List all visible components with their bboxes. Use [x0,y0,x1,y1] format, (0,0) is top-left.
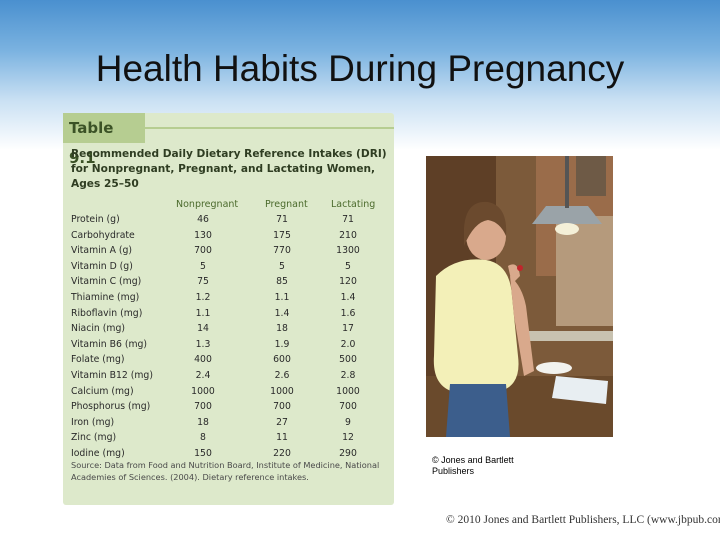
table-row: Vitamin D (g) 5 5 5 [71,261,389,277]
table-row: Vitamin B12 (mg) 2.4 2.6 2.8 [71,370,389,386]
nonpregnant-value: 75 [197,276,209,288]
nutrient-name: Iodine (mg) [71,447,125,459]
lactating-value: 2.0 [340,338,356,350]
table-row: Carbohydrate 130 175 210 [71,230,389,246]
nonpregnant-value: 5 [200,260,206,272]
table-heading: Recommended Daily Dietary Reference Inta… [71,148,387,190]
nonpregnant-value: 1.3 [195,338,211,350]
lactating-value: 17 [342,323,354,335]
nonpregnant-value: 150 [194,447,212,459]
table-row: Phosphorus (mg) 700 700 700 [71,401,389,417]
nutrient-name: Vitamin D (g) [71,260,133,272]
pregnant-value: 220 [273,447,291,459]
lactating-value: 210 [339,229,357,241]
nutrient-name: Vitamin B6 (mg) [71,338,148,350]
nutrient-name: Vitamin A (g) [71,245,133,257]
lactating-value: 290 [339,447,357,459]
lactating-value: 1.4 [340,291,356,303]
column-header-pregnant: Pregnant [265,199,308,210]
lactating-value: 1300 [336,245,360,257]
lactating-value: 9 [345,416,351,428]
nonpregnant-value: 130 [194,229,212,241]
lactating-value: 5 [345,260,351,272]
pregnant-value: 175 [273,229,291,241]
table-row: Vitamin C (mg) 75 85 120 [71,276,389,292]
pregnant-value: 27 [276,416,288,428]
nonpregnant-value: 1000 [191,385,215,397]
table-row: Vitamin B6 (mg) 1.3 1.9 2.0 [71,339,389,355]
table-row: Zinc (mg) 8 11 12 [71,432,389,448]
nonpregnant-value: 18 [197,416,209,428]
nonpregnant-value: 700 [194,401,212,413]
nutrient-name: Riboflavin (mg) [71,307,143,319]
nutrient-name: Folate (mg) [71,354,125,366]
pregnant-woman-photo [426,156,613,437]
nutrient-name: Calcium (mg) [71,385,134,397]
pregnant-value: 85 [276,276,288,288]
lactating-value: 12 [342,432,354,444]
pregnant-value: 1.1 [274,291,290,303]
nutrient-name: Phosphorus (mg) [71,401,151,413]
nonpregnant-value: 700 [194,245,212,257]
pregnant-value: 11 [276,432,288,444]
lactating-value: 2.8 [340,369,356,381]
slide-title: Health Habits During Pregnancy [95,48,625,89]
nonpregnant-value: 1.2 [195,291,211,303]
nonpregnant-value: 400 [194,354,212,366]
nutrient-name: Iron (mg) [71,416,115,428]
dri-table: Table 9.1 Recommended Daily Dietary Refe… [63,113,394,505]
pregnant-value: 71 [276,214,288,225]
nutrient-name: Carbohydrate [71,229,135,241]
pregnant-value: 5 [279,260,285,272]
nonpregnant-value: 8 [200,432,206,444]
pregnant-value: 600 [273,354,291,366]
lactating-value: 1.6 [340,307,356,319]
table-label: Table 9.1 [63,113,145,167]
table-row: Niacin (mg) 14 18 17 [71,323,389,339]
pregnant-value: 700 [273,401,291,413]
pregnant-value: 1000 [270,385,294,397]
lactating-value: 71 [342,214,354,225]
nonpregnant-value: 46 [197,214,209,225]
table-row: Thiamine (mg) 1.2 1.1 1.4 [71,292,389,308]
table-row: Calcium (mg) 1000 1000 1000 [71,386,389,402]
lactating-value: 120 [339,276,357,288]
column-header-lactating: Lactating [331,199,376,210]
slide-copyright: © 2010 Jones and Bartlett Publishers, LL… [446,514,720,526]
table-row: Protein (g) 46 71 71 [71,214,389,230]
nonpregnant-value: 2.4 [195,369,211,381]
nutrient-name: Thiamine (mg) [71,291,140,303]
lactating-value: 500 [339,354,357,366]
table-row: Riboflavin (mg) 1.1 1.4 1.6 [71,308,389,324]
pregnant-value: 2.6 [274,369,290,381]
nutrient-name: Vitamin C (mg) [71,276,142,288]
nonpregnant-value: 1.1 [195,307,211,319]
table-row: Folate (mg) 400 600 500 [71,354,389,370]
nutrient-name: Protein (g) [71,214,120,225]
nutrient-name: Vitamin B12 (mg) [71,369,153,381]
nonpregnant-value: 14 [197,323,209,335]
table-row: Vitamin A (g) 700 770 1300 [71,245,389,261]
lactating-value: 1000 [336,385,360,397]
table-row: Iodine (mg) 150 220 290 [71,448,389,464]
table-source-note: Source: Data from Food and Nutrition Boa… [71,460,380,482]
photo-credit: © Jones and Bartlett Publishers [432,455,514,476]
column-header-nonpregnant: Nonpregnant [176,199,239,210]
table-body: Protein (g) 46 71 71 Carbohydrate 130 175 210 … [71,214,389,464]
table-row: Iron (mg) 18 27 9 [71,417,389,433]
nutrient-name: Niacin (mg) [71,323,125,335]
pregnant-value: 1.4 [274,307,290,319]
pregnant-value: 770 [273,245,291,257]
lactating-value: 700 [339,401,357,413]
table-header-rule [145,127,394,129]
pregnant-value: 18 [276,323,288,335]
nutrient-name: Zinc (mg) [71,432,117,444]
pregnant-value: 1.9 [274,338,290,350]
